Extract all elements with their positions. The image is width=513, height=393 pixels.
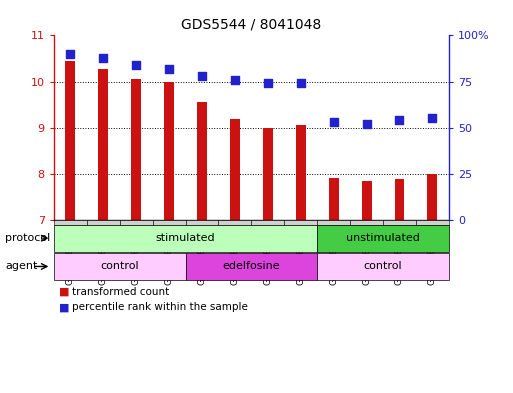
Point	[264, 80, 272, 86]
Bar	[65, 61, 75, 220]
Point	[165, 66, 173, 72]
Text: control: control	[364, 261, 402, 272]
Text: transformed count: transformed count	[72, 286, 169, 297]
Point	[297, 80, 305, 86]
Bar	[197, 102, 207, 220]
Bar	[329, 178, 339, 220]
Point	[198, 73, 206, 79]
Bar	[230, 119, 240, 220]
Text: control: control	[101, 261, 139, 272]
Bar	[164, 82, 174, 220]
Text: ■: ■	[59, 302, 69, 312]
Text: edelfosine: edelfosine	[223, 261, 280, 272]
Text: unstimulated: unstimulated	[346, 233, 420, 243]
Text: ■: ■	[59, 286, 69, 297]
Point	[99, 54, 107, 61]
Point	[428, 116, 437, 122]
Point	[231, 77, 239, 83]
Point	[66, 51, 74, 57]
Point	[363, 121, 371, 127]
Point	[132, 62, 140, 68]
Bar	[296, 125, 306, 220]
Bar	[263, 128, 273, 220]
Point	[396, 117, 404, 123]
Text: percentile rank within the sample: percentile rank within the sample	[72, 302, 248, 312]
Bar	[427, 174, 438, 220]
Text: stimulated: stimulated	[156, 233, 215, 243]
Bar	[394, 178, 404, 220]
Bar	[131, 79, 141, 220]
Bar	[98, 69, 108, 220]
Text: protocol: protocol	[5, 233, 50, 243]
Bar	[362, 181, 371, 220]
Text: agent: agent	[5, 261, 37, 272]
Point	[329, 119, 338, 125]
Text: GDS5544 / 8041048: GDS5544 / 8041048	[181, 18, 322, 32]
